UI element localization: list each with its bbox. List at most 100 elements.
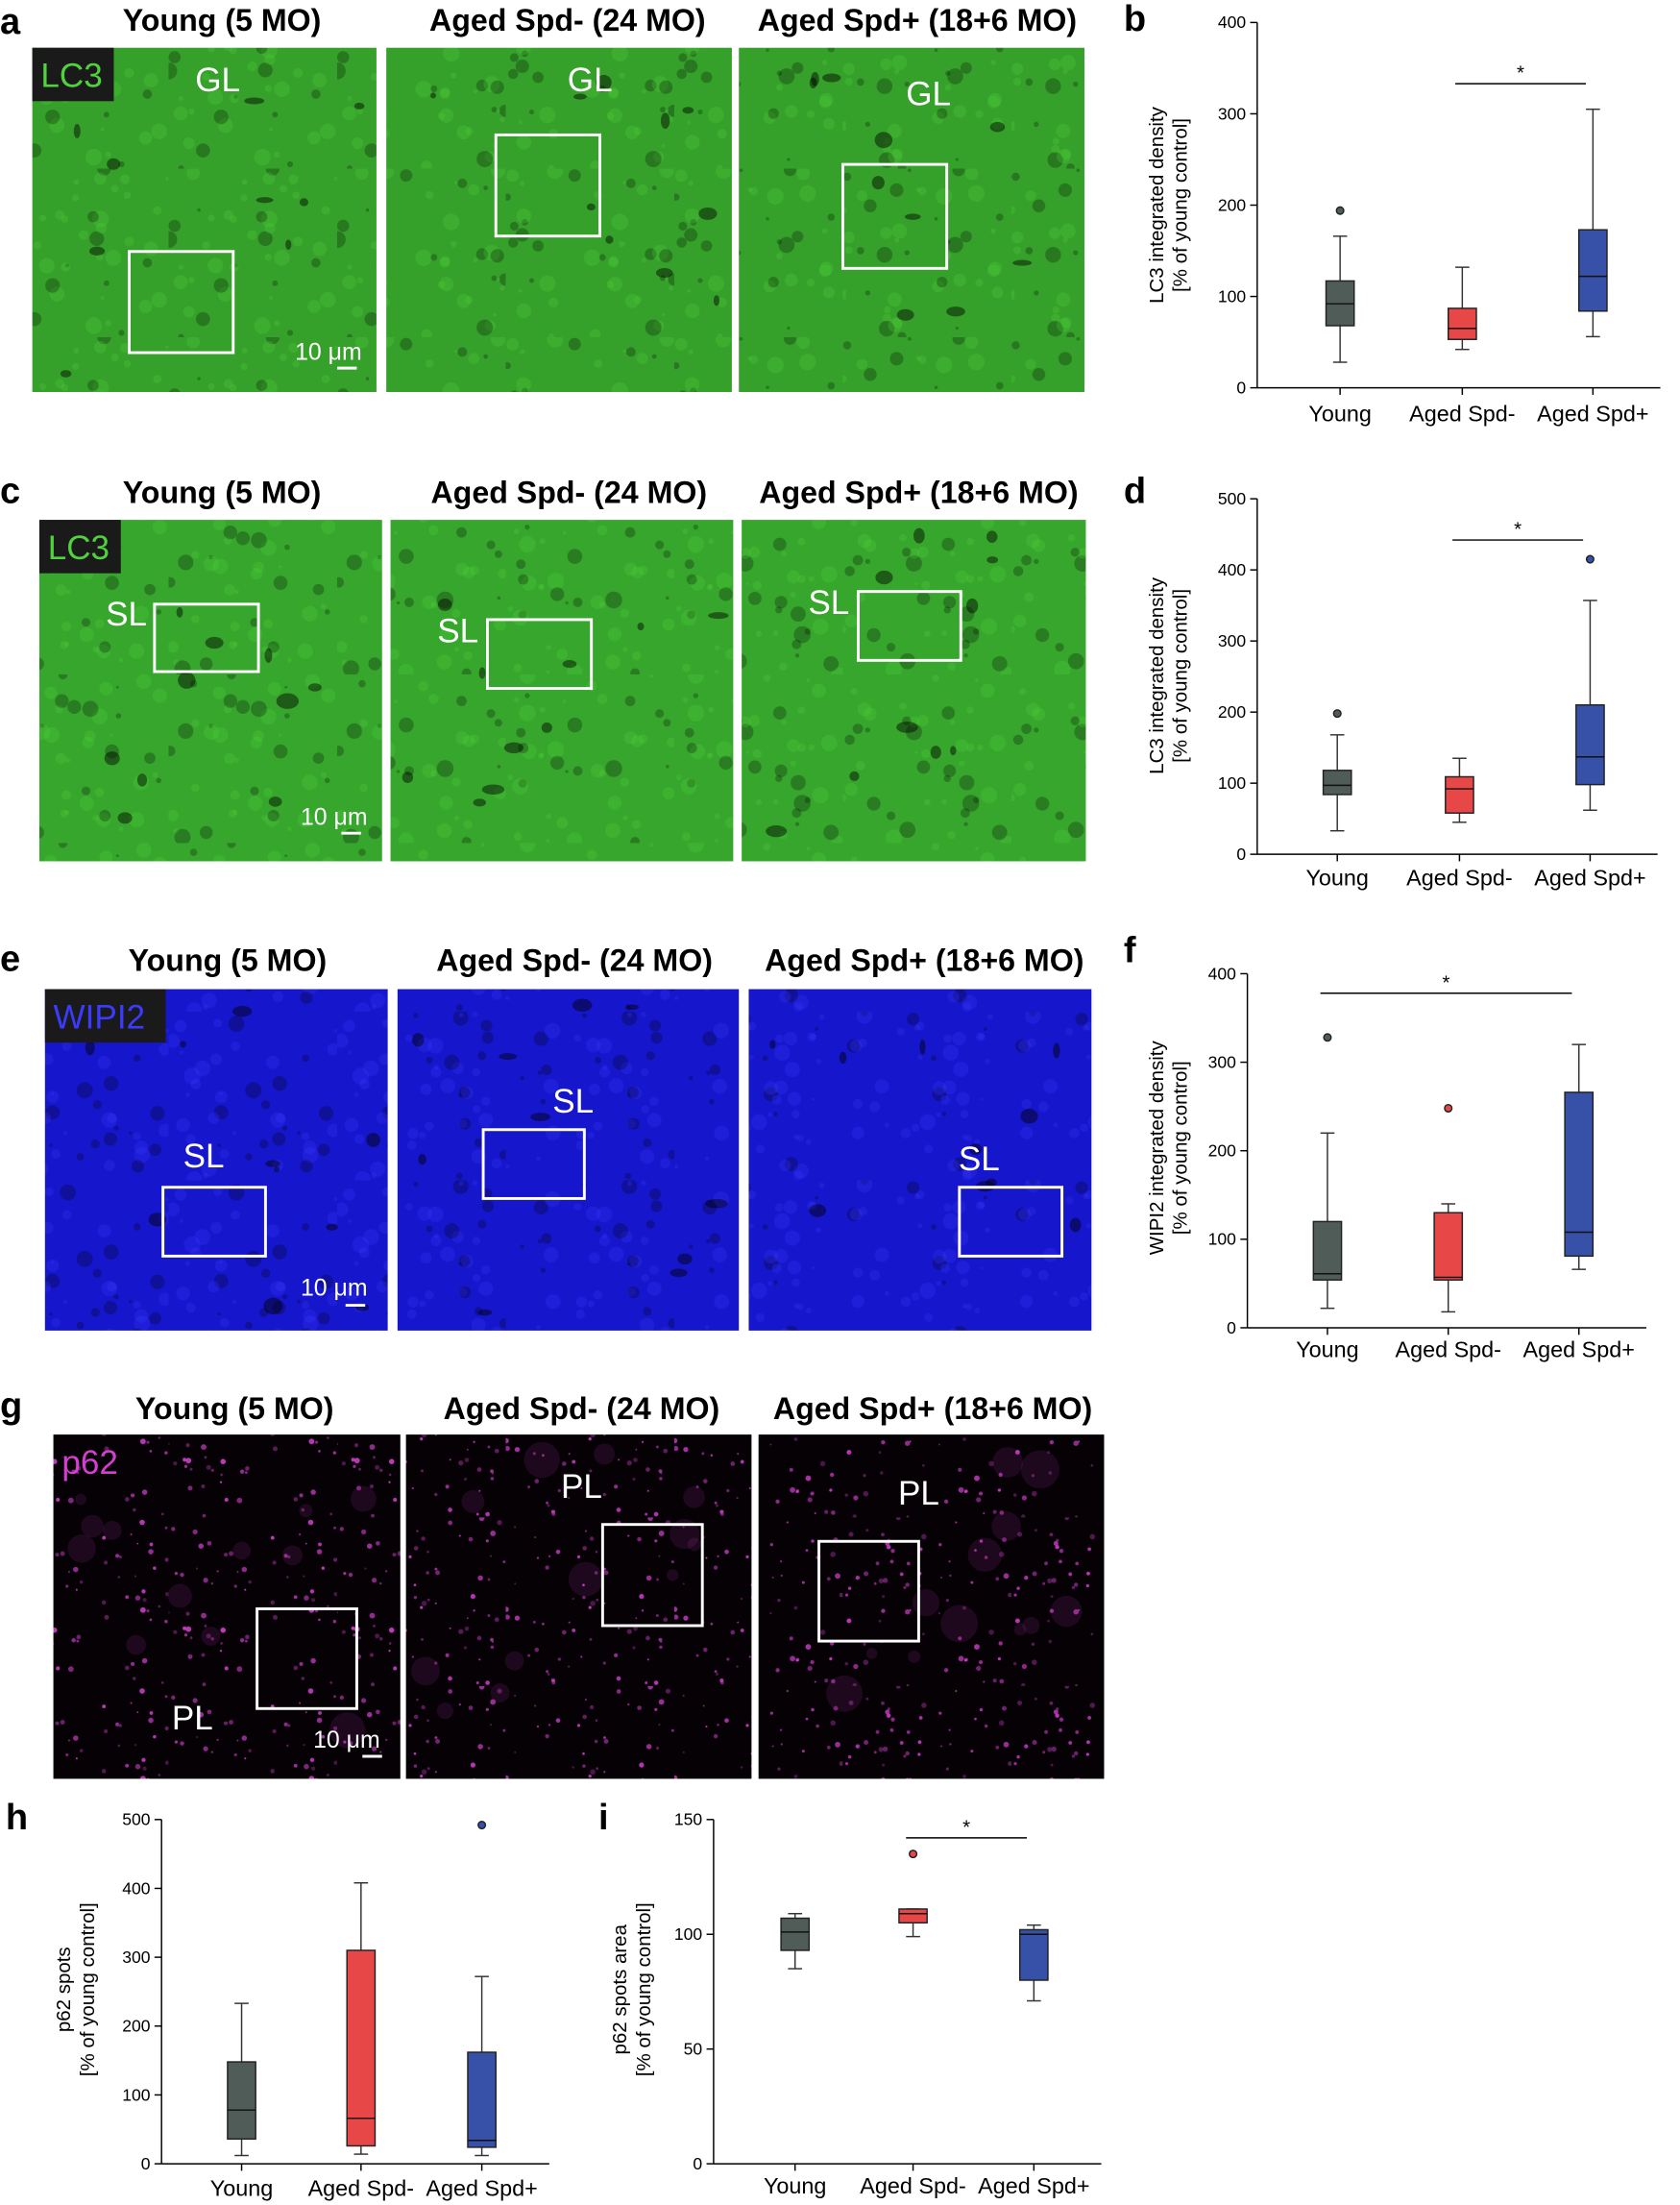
significance-star: * xyxy=(1443,971,1450,993)
micrograph-row-c: c SL Young (5 MO) SL Aged Spd- (24 MO) SL Aged… xyxy=(0,472,1086,862)
region-label: SL xyxy=(552,1083,594,1120)
scale-bar-label: 10 μm xyxy=(301,803,368,830)
stain-label: LC3 xyxy=(40,58,102,95)
puncta-cluster xyxy=(102,1520,122,1540)
cell-shadow xyxy=(85,1040,95,1056)
y-tick-label: 100 xyxy=(1218,286,1247,306)
y-tick-label: 50 xyxy=(684,2040,703,2059)
cell-shadow xyxy=(809,1204,827,1217)
y-axis-label: WIPI2 integrated density [% of young cont… xyxy=(1146,1041,1192,1256)
micrograph-image xyxy=(748,989,1092,1331)
cell-shadow xyxy=(875,570,893,585)
cell-shadow xyxy=(1020,1108,1038,1124)
cell-shadow xyxy=(499,1053,518,1061)
region-label: GL xyxy=(568,61,613,99)
micrograph-e-1: SL xyxy=(44,989,388,1331)
micrograph-image xyxy=(32,47,377,393)
cell-shadow xyxy=(412,1033,425,1047)
cell-shadow xyxy=(244,97,265,105)
cell-shadow xyxy=(60,370,72,378)
box-aged-spd- xyxy=(1018,1923,1049,2002)
puncta-cluster xyxy=(594,1443,616,1465)
cell-shadow xyxy=(904,213,921,220)
micrograph-row-a: a GL Young (5 MO) GL Aged Spd- (24 MO) GL Aged… xyxy=(0,2,1084,393)
y-tick-label: 200 xyxy=(122,2017,151,2036)
micrograph-c-2: SL xyxy=(390,520,734,862)
x-tick-label: Aged Spd- xyxy=(1409,402,1515,427)
iqr-box xyxy=(1564,1091,1595,1258)
cell-shadow xyxy=(263,1297,283,1315)
micrograph-c-1: SL xyxy=(38,520,382,862)
micrograph-row-g: g PL Young (5 MO) PL Aged Spd- (24 MO) PL Aged… xyxy=(0,1386,1105,1779)
cell-shadow xyxy=(930,746,941,759)
boxplot-h: h 0 100 200 300 400 500 p62 spots [% of young co… xyxy=(6,1798,549,2201)
cell-shadow xyxy=(481,784,505,795)
cell-shadow xyxy=(366,1132,380,1147)
cell-shadow xyxy=(503,742,524,753)
boxplot-d: d 0 100 200 300 400 500 LC3 integrated density[… xyxy=(1124,472,1658,890)
cell-shadow xyxy=(708,612,729,620)
box-aged-spd- xyxy=(1564,1043,1595,1270)
box-aged-spd- xyxy=(898,1850,928,1938)
cell-shadow xyxy=(626,1004,639,1011)
box-aged-spd- xyxy=(346,1882,377,2155)
stain-badge xyxy=(32,47,114,102)
cell-shadow xyxy=(989,121,1006,133)
y-tick-label: 300 xyxy=(1218,631,1247,650)
cell-shadow xyxy=(986,530,998,543)
box-young xyxy=(1322,709,1352,832)
x-tick-label: Aged Spd- xyxy=(1406,865,1512,890)
cell-shadow xyxy=(637,622,645,631)
cell-shadow xyxy=(530,1113,550,1121)
cell-shadow xyxy=(285,239,292,250)
region-label: SL xyxy=(437,612,478,649)
puncta-cluster xyxy=(461,1489,485,1513)
cell-shadow xyxy=(276,693,300,709)
cell-shadow xyxy=(919,1039,926,1055)
region-label: PL xyxy=(172,1700,213,1737)
roi-box xyxy=(481,1128,586,1200)
iqr-box xyxy=(1578,229,1608,312)
cell-shadow xyxy=(136,773,148,787)
micrograph-g-3: PL xyxy=(758,1434,1105,1779)
roi-box xyxy=(817,1539,920,1643)
cell-shadow xyxy=(1069,1217,1082,1233)
y-tick-label: 100 xyxy=(1208,1230,1237,1249)
cell-shadow xyxy=(307,683,322,692)
group-title: Aged Spd- (24 MO) xyxy=(444,1391,720,1426)
cell-shadow xyxy=(874,132,893,149)
roi-box xyxy=(958,1186,1064,1258)
stain-label: p62 xyxy=(61,1444,118,1482)
box-young xyxy=(1325,206,1355,363)
cell-shadow xyxy=(677,1253,693,1265)
cell-shadow xyxy=(573,93,587,100)
x-tick-label: Young xyxy=(210,2176,273,2201)
cell-shadow xyxy=(256,197,274,204)
cell-shadow xyxy=(572,998,593,1012)
y-tick-label: 300 xyxy=(1218,104,1247,123)
boxplot-f: f 0 100 200 300 400 WIPI2 integrated density [%… xyxy=(1124,931,1646,1362)
micrograph-image xyxy=(38,520,382,862)
group-title: Aged Spd+ (18+6 MO) xyxy=(773,1391,1092,1426)
box-aged-spd- xyxy=(1448,266,1477,351)
iqr-box xyxy=(1322,770,1352,796)
puncta-cluster xyxy=(1013,1623,1027,1636)
outlier-point xyxy=(1323,1033,1332,1042)
y-tick-label: 0 xyxy=(141,2154,151,2173)
region-label: PL xyxy=(898,1475,939,1512)
region-label: GL xyxy=(906,76,951,113)
iqr-box xyxy=(1445,775,1474,814)
cell-shadow xyxy=(769,1040,776,1049)
cell-shadow xyxy=(913,527,925,544)
micrograph-e-3: SL xyxy=(748,989,1092,1331)
x-tick-label: Aged Spd+ xyxy=(978,2173,1089,2198)
x-tick-label: Aged Spd- xyxy=(1395,1337,1500,1362)
puncta-cluster xyxy=(167,1583,192,1608)
cell-shadow xyxy=(477,1309,493,1316)
cell-shadow xyxy=(670,1268,688,1278)
puncta-cluster xyxy=(992,1447,1024,1479)
group-title: Young (5 MO) xyxy=(123,476,322,510)
cell-shadow xyxy=(965,598,979,614)
puncta-cluster xyxy=(75,1493,87,1506)
